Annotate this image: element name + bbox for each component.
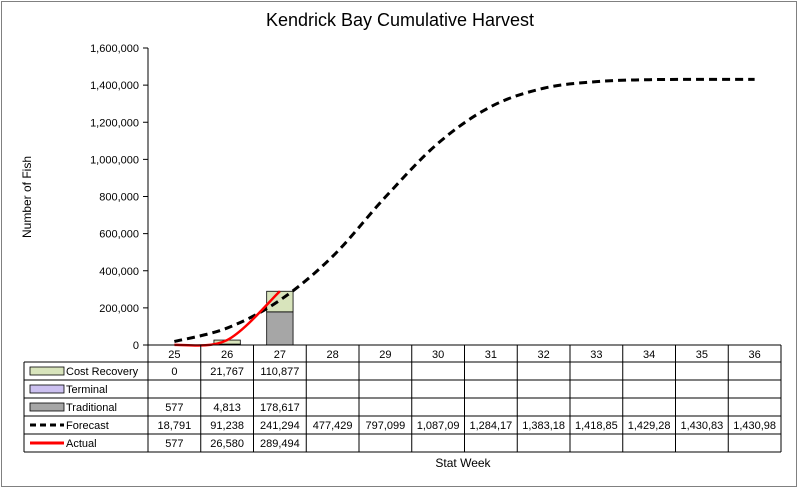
- y-tick-label: 200,000: [99, 303, 139, 315]
- x-tick-label: 31: [485, 349, 497, 361]
- bars-group: [160, 290, 294, 346]
- chart-title: Kendrick Bay Cumulative Harvest: [265, 10, 535, 30]
- legend-entry: Terminal: [66, 384, 108, 396]
- x-tick-label: 25: [168, 349, 180, 361]
- x-tick-label: 29: [379, 349, 391, 361]
- y-axis: 0 200,000 400,000 600,000 800,000 1,000,000 1,…: [90, 43, 149, 352]
- x-tick-label: 36: [749, 349, 761, 361]
- forecast-line: [174, 77, 755, 343]
- data-label: 1,429,28: [628, 420, 671, 432]
- lines-group: [174, 77, 755, 347]
- data-label: 241,294: [260, 420, 300, 432]
- data-label: 1,430,98: [733, 420, 776, 432]
- y-tick-label: 1,000,000: [90, 154, 139, 166]
- y-tick-label: 400,000: [99, 266, 139, 278]
- data-label: 4,813: [213, 402, 241, 414]
- data-label: 1,430,83: [680, 420, 723, 432]
- data-label: 1,383,18: [522, 420, 565, 432]
- x-tick-label: 35: [696, 349, 708, 361]
- x-tick-label: 28: [327, 349, 339, 361]
- legend-entry: Actual: [66, 438, 97, 450]
- data-label: 0: [171, 366, 177, 378]
- y-tick-label: 1,400,000: [90, 80, 139, 92]
- bar-traditional: [266, 311, 294, 346]
- legend-key: [29, 384, 65, 394]
- x-axis-label: Stat Week: [435, 456, 491, 470]
- legend-entry: Cost Recovery: [66, 366, 139, 378]
- data-label: 477,429: [313, 420, 353, 432]
- legend-key: [29, 402, 65, 412]
- data-label: 289,494: [260, 438, 300, 450]
- data-label: 110,877: [260, 366, 299, 378]
- data-label: 1,284,17: [469, 420, 512, 432]
- y-tick-label: 1,200,000: [90, 117, 139, 129]
- y-tick-label: 0: [133, 340, 139, 352]
- data-label: 91,238: [210, 420, 244, 432]
- x-tick-label: 27: [274, 349, 286, 361]
- data-label: 1,418,85: [575, 420, 618, 432]
- legend-entry: Traditional: [66, 402, 117, 414]
- legend-entry: Forecast: [66, 420, 109, 432]
- data-label: 797,099: [365, 420, 405, 432]
- x-tick-label: 33: [590, 349, 602, 361]
- data-label: 21,767: [210, 366, 244, 378]
- legend-key: [29, 366, 65, 376]
- data-label: 577: [165, 438, 183, 450]
- y-tick-label: 800,000: [99, 192, 139, 204]
- x-tick-label: 32: [538, 349, 550, 361]
- y-tick-label: 1,600,000: [90, 43, 139, 55]
- x-tick-label: 30: [432, 349, 444, 361]
- y-tick-label: 600,000: [99, 229, 139, 241]
- data-table: 25 26 27 28 29 30 31 32 33 34 35 36 Cost Recovery 0 21…: [23, 344, 782, 453]
- data-label: 1,087,09: [417, 420, 460, 432]
- x-tick-label: 34: [643, 349, 655, 361]
- data-label: 18,791: [158, 420, 192, 432]
- data-label: 178,617: [260, 402, 300, 414]
- data-label: 577: [165, 402, 183, 414]
- data-label: 26,580: [210, 438, 244, 450]
- x-tick-label: 26: [221, 349, 233, 361]
